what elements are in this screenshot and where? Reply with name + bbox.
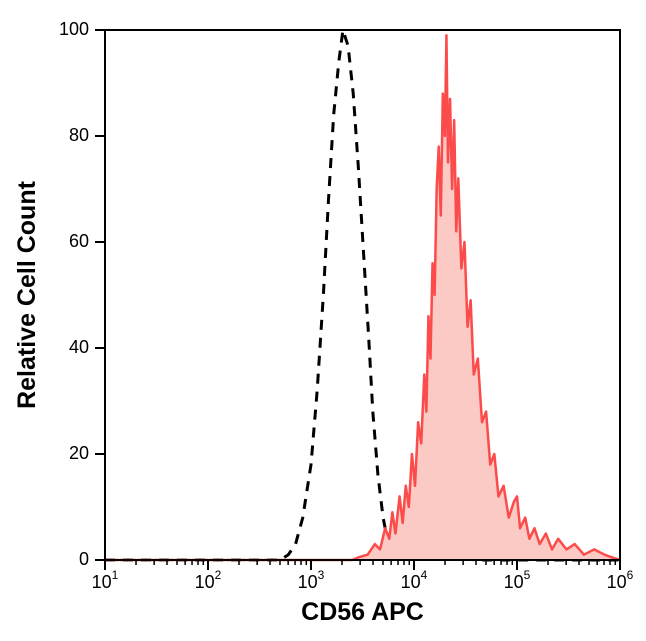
y-tick-label: 80: [69, 125, 89, 145]
flow-cytometry-histogram: 020406080100101102103104105106CD56 APCRe…: [0, 0, 646, 641]
y-tick-label: 100: [59, 19, 89, 39]
y-tick-label: 0: [79, 549, 89, 569]
x-axis-label: CD56 APC: [301, 598, 424, 626]
y-tick-label: 40: [69, 337, 89, 357]
y-tick-label: 60: [69, 231, 89, 251]
chart-svg: 020406080100101102103104105106CD56 APCRe…: [0, 0, 646, 641]
y-axis-label: Relative Cell Count: [13, 180, 41, 408]
y-tick-label: 20: [69, 443, 89, 463]
